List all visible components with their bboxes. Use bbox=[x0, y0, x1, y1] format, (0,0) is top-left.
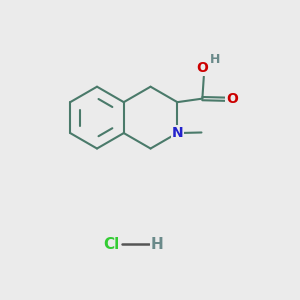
Text: Cl: Cl bbox=[103, 237, 119, 252]
Text: N: N bbox=[172, 126, 183, 140]
Text: H: H bbox=[210, 53, 220, 66]
Text: O: O bbox=[226, 92, 238, 106]
Text: O: O bbox=[196, 61, 208, 75]
Text: H: H bbox=[151, 237, 163, 252]
